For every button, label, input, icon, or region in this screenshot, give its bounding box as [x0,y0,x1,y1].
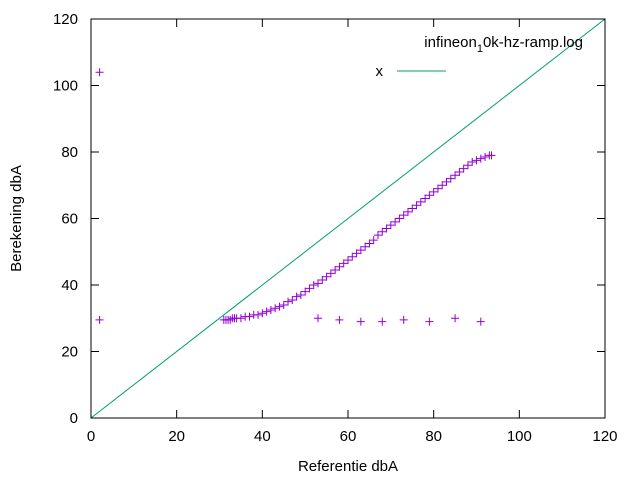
data-point [395,214,404,223]
data-point [472,156,481,165]
data-point [254,310,263,319]
data-point [369,236,378,245]
legend: infineon10k-hz-ramp.log x [376,34,584,80]
data-point [348,252,357,261]
data-point [305,284,314,293]
data-point [399,211,408,220]
data-point [314,279,323,288]
data-point [226,315,235,324]
data-point [339,259,348,268]
data-point [412,201,421,210]
data-point [271,304,280,313]
y-tick-label: 20 [61,344,78,361]
data-point [378,317,387,326]
data-point [476,154,485,163]
data-point [335,262,344,271]
y-tick-label: 80 [61,144,78,161]
data-point [365,239,374,248]
series-line-2 [90,18,606,419]
x-tick-label: 40 [254,428,271,445]
data-point [309,281,318,289]
data-point [292,292,301,301]
legend-label-series-2: x [376,63,384,80]
data-point [391,217,400,226]
y-tick-label: 0 [70,410,78,427]
x-axis-label: Referentie dbA [298,458,398,475]
data-point [344,256,352,265]
data-point [266,305,275,314]
data-point [446,174,455,183]
data-point [352,249,361,258]
data-point [468,157,477,166]
data-point [481,152,490,161]
axis-ticks: 0 20 40 60 80 100 120 0 20 40 60 80 100 120 [53,11,618,445]
y-tick-label: 60 [61,211,78,228]
data-point [236,314,245,323]
data-point [416,197,425,206]
data-point [487,151,496,160]
y-tick-label: 120 [53,11,78,28]
data-point [403,207,412,216]
legend-label-main: infineon [424,34,477,51]
data-point [245,312,254,321]
data-point [425,317,434,326]
data-point [382,224,391,233]
y-tick-label: 40 [61,277,78,294]
data-point [279,300,288,309]
data-point [95,315,104,324]
data-point [442,177,451,186]
data-point [421,194,430,203]
data-point [476,317,485,326]
legend-label-series-1: infineon10k-hz-ramp.log [424,34,583,55]
data-point [425,191,434,200]
data-point [258,309,267,318]
x-tick-label: 60 [340,428,357,445]
x-tick-label: 20 [168,428,185,445]
data-point [335,315,344,324]
x-tick-label: 120 [592,428,617,445]
data-point [429,187,438,196]
data-point [451,171,460,180]
x-tick-label: 0 [87,428,95,445]
data-point [433,184,442,193]
data-point [451,314,460,323]
data-point [331,266,340,275]
data-point [373,231,382,240]
data-point [459,164,468,173]
x-tick-label: 100 [507,428,532,445]
data-point [322,272,331,281]
y-axis-label: Berekening dbA [8,165,25,272]
data-point [408,204,417,213]
y-tick-label: 100 [53,78,78,95]
data-point [95,68,104,77]
data-point [296,290,305,299]
data-point [262,307,271,316]
legend-label-subscript: 1 [477,43,483,55]
data-point [275,302,284,311]
data-point [326,269,335,278]
legend-label-rest: 0k-hz-ramp.log [483,34,583,51]
data-point [378,227,387,236]
data-point [356,246,365,255]
data-point [356,317,365,326]
data-point [386,221,395,230]
data-point [288,295,297,304]
data-point [399,315,408,324]
data-point [314,314,323,323]
data-point [438,181,447,190]
data-layer [90,18,606,419]
data-point [301,287,310,296]
data-point [463,161,472,170]
data-point [361,242,370,251]
data-point [284,297,293,306]
data-point [318,276,327,285]
x-tick-label: 80 [425,428,442,445]
data-point [455,167,464,176]
